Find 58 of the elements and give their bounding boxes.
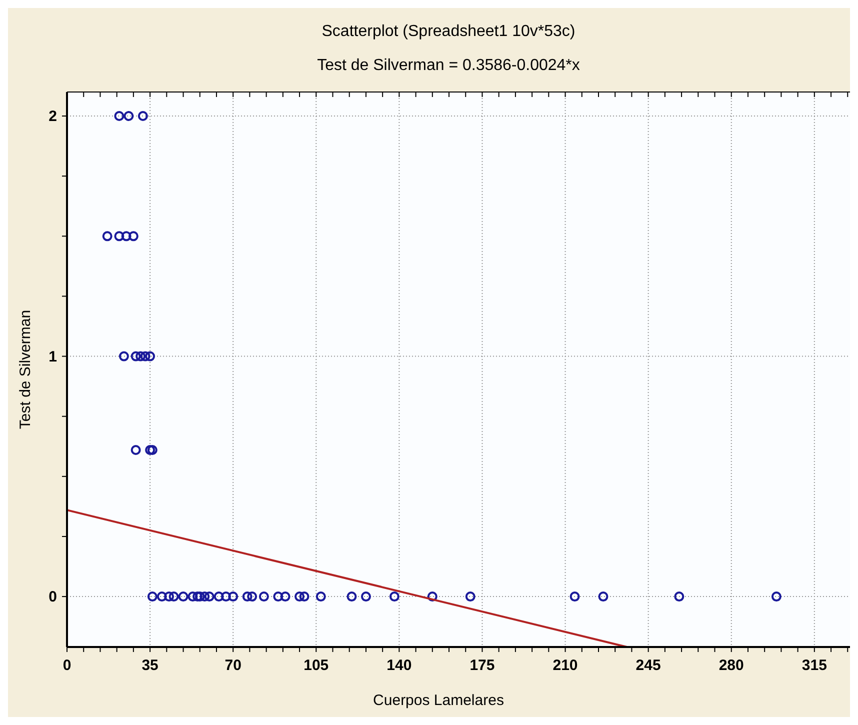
- point: [102, 231, 112, 242]
- x-tick-label: 70: [224, 657, 242, 674]
- chart-title: Scatterplot (Spreadsheet1 10v*53c): [322, 23, 576, 40]
- point: [114, 231, 124, 242]
- chart-subtitle: Test de Silverman = 0.3586-0.0024*x: [317, 57, 580, 74]
- x-tick-label: 210: [552, 657, 578, 674]
- y-tick-label: 0: [48, 588, 57, 606]
- point: [156, 592, 167, 602]
- point: [188, 592, 198, 602]
- x-tick-label: 140: [386, 657, 412, 674]
- y-tick-label: 1: [48, 348, 57, 366]
- x-tick-label: 0: [62, 657, 72, 674]
- point: [220, 592, 231, 602]
- point: [247, 592, 258, 602]
- y-axis-title: Test de Silverman: [17, 310, 34, 430]
- point: [214, 592, 224, 602]
- point: [427, 592, 438, 602]
- point: [121, 231, 132, 242]
- point: [145, 351, 156, 362]
- point: [465, 592, 476, 602]
- point: [316, 592, 326, 602]
- point: [228, 592, 238, 602]
- point: [242, 592, 252, 602]
- point: [130, 351, 141, 362]
- point: [389, 592, 400, 602]
- y-tick-label: 2: [48, 108, 57, 126]
- point: [570, 592, 580, 602]
- point: [294, 592, 305, 602]
- point: [118, 351, 129, 362]
- x-tick-label: 105: [304, 657, 329, 674]
- x-axis-title: Cuerpos Lamelares: [373, 692, 504, 709]
- point: [273, 592, 284, 602]
- point: [771, 592, 782, 602]
- point: [280, 592, 290, 602]
- point: [136, 351, 146, 362]
- point: [299, 592, 310, 602]
- point: [360, 592, 371, 602]
- x-tick-label: 175: [470, 657, 495, 674]
- point: [124, 111, 134, 122]
- x-tick-label: 315: [802, 657, 827, 674]
- point: [114, 111, 124, 122]
- point: [168, 592, 179, 602]
- point: [128, 231, 138, 242]
- point: [674, 592, 684, 602]
- point: [258, 592, 269, 602]
- x-tick-label: 245: [636, 657, 661, 674]
- point: [140, 351, 150, 362]
- point: [346, 592, 357, 602]
- x-tick-label: 35: [142, 657, 158, 674]
- point: [598, 592, 608, 602]
- x-tick-label: 280: [718, 657, 744, 674]
- point: [178, 592, 188, 602]
- point: [147, 592, 158, 602]
- point: [164, 592, 174, 602]
- point: [204, 592, 214, 602]
- point: [138, 111, 148, 122]
- point: [200, 592, 210, 602]
- point: [130, 444, 141, 455]
